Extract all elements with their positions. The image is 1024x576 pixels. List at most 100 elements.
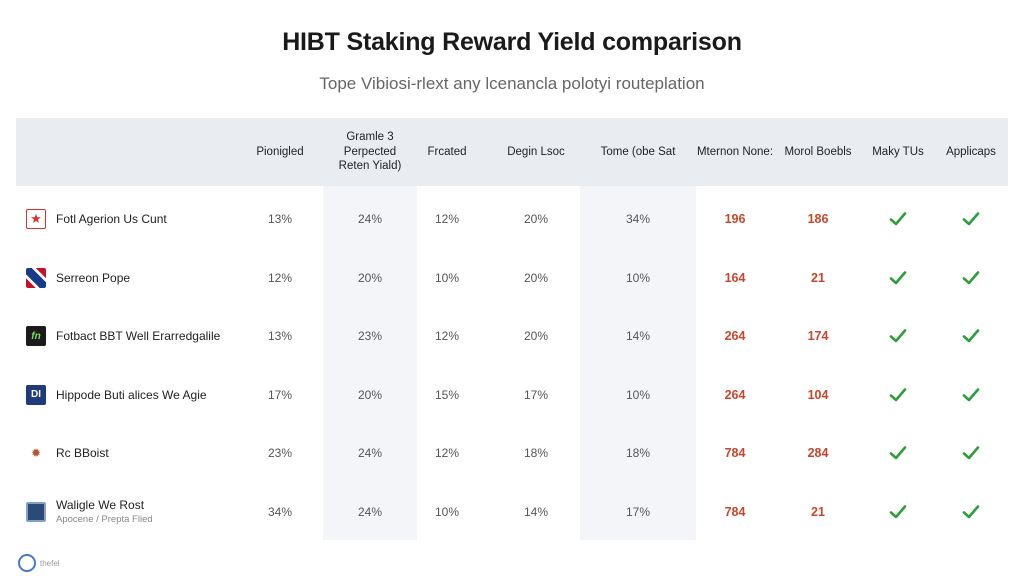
row-yield-value: 23% — [267, 446, 293, 460]
check-icon — [934, 190, 1008, 248]
footer-logo: thefel — [18, 554, 60, 572]
column-header: Frcated — [427, 145, 467, 158]
row-yield-value: 17% — [267, 387, 293, 402]
row-name-group: Rc BBoist — [56, 446, 109, 460]
table-row: ★ Fotl Agerion Us Cunt 13% 24% 12% 20% 34% 196 1… — [16, 190, 1008, 248]
row-count-value: 264 — [724, 387, 746, 402]
table-row: Serreon Pope 12% 20% 10% 20% 10% 164 21 — [16, 249, 1008, 307]
row-name: Fotbact BBT Well Erarredgalile — [56, 329, 221, 343]
row-yield-value: 12% — [434, 446, 460, 460]
row-yield-value: 20% — [523, 329, 549, 343]
column-header: Degin Lsoc — [507, 145, 565, 158]
row-name: Serreon Pope — [56, 270, 131, 285]
row-name: Waligle We Rost — [56, 498, 145, 512]
row-subname: Apocene / Prepta Flied — [56, 514, 153, 525]
row-name: Hippode Buti alices We Agie — [56, 387, 207, 402]
row-yield-value: 20% — [357, 387, 383, 402]
row-yield-value: 34% — [625, 212, 651, 226]
row-count-value: 264 — [724, 329, 746, 343]
row-name-group: Hippode Buti alices We Agie — [56, 388, 207, 402]
flag-logo-icon — [26, 267, 46, 288]
row-yield-value: 14% — [625, 329, 651, 343]
row-name: Rc BBoist — [56, 446, 109, 460]
row-name-cell: Waligle We Rost Apocene / Prepta Flied — [26, 483, 256, 541]
table-row: ✹ Rc BBoist 23% 24% 12% 18% 18% 784 284 — [16, 424, 1008, 482]
row-yield-value: 23% — [357, 329, 383, 343]
row-name-group: Waligle We Rost Apocene / Prepta Flied — [56, 498, 153, 525]
column-header: Tome (obe Sat — [600, 145, 676, 158]
row-count-value: 196 — [724, 212, 746, 226]
table-header-band — [16, 118, 1008, 186]
row-name-cell: fn Fotbact BBT Well Erarredgalile — [26, 307, 256, 365]
row-yield-value: 17% — [523, 387, 549, 402]
row-name-group: Fotbact BBT Well Erarredgalile — [56, 329, 220, 343]
column-header: Pionigled — [256, 145, 304, 158]
row-yield-value: 12% — [434, 212, 460, 226]
column-header: Morol Boebls — [784, 145, 852, 158]
column-header: Gramle 3 Perpected Reten Yiald) — [338, 131, 402, 173]
row-yield-value: 24% — [357, 212, 383, 226]
column-shade — [323, 186, 417, 540]
row-yield-value: 15% — [434, 387, 460, 402]
check-icon — [862, 483, 934, 541]
row-yield-value: 12% — [267, 270, 293, 285]
check-icon — [934, 307, 1008, 365]
check-icon — [862, 307, 934, 365]
chart-title: HIBT Staking Reward Yield comparison — [282, 28, 742, 56]
check-icon — [934, 424, 1008, 482]
fn-logo-icon: fn — [26, 326, 46, 346]
table-row: DI Hippode Buti alices We Agie 17% 20% 15% 17… — [16, 366, 1008, 424]
globe-icon — [18, 554, 36, 572]
row-name-group: Fotl Agerion Us Cunt — [56, 212, 167, 226]
star-logo-icon: ★ — [26, 209, 46, 229]
row-yield-value: 20% — [523, 270, 549, 285]
check-icon — [862, 249, 934, 307]
row-yield-value: 34% — [267, 504, 293, 519]
row-yield-value: 10% — [434, 270, 460, 285]
row-count-value: 164 — [724, 270, 746, 285]
row-count-value: 784 — [724, 446, 746, 460]
row-count-value: 104 — [807, 387, 829, 402]
row-yield-value: 24% — [357, 504, 383, 519]
row-count-value: 186 — [807, 212, 829, 226]
check-icon — [934, 366, 1008, 424]
row-name-cell: Serreon Pope — [26, 249, 256, 307]
row-yield-value: 24% — [357, 446, 383, 460]
check-icon — [934, 483, 1008, 541]
row-yield-value: 20% — [523, 212, 549, 226]
logo-text: DI — [31, 389, 41, 400]
row-count-value: 21 — [811, 270, 825, 285]
row-count-value: 174 — [807, 329, 829, 343]
footer-text: thefel — [40, 558, 60, 568]
row-yield-value: 14% — [523, 504, 549, 519]
row-yield-value: 10% — [625, 387, 651, 402]
column-header: Mternon None: — [696, 145, 774, 158]
row-yield-value: 13% — [267, 329, 293, 343]
check-icon — [934, 249, 1008, 307]
row-yield-value: 13% — [267, 212, 293, 226]
row-yield-value: 17% — [625, 504, 651, 519]
row-yield-value: 20% — [357, 270, 383, 285]
di-logo-icon: DI — [26, 384, 46, 405]
row-name-cell: DI Hippode Buti alices We Agie — [26, 366, 256, 424]
table-row: fn Fotbact BBT Well Erarredgalile 13% 23% 12… — [16, 307, 1008, 365]
column-shade — [580, 186, 696, 540]
row-yield-value: 10% — [434, 504, 460, 519]
table-row: Waligle We Rost Apocene / Prepta Flied 34%… — [16, 483, 1008, 541]
row-count-value: 784 — [724, 504, 746, 519]
row-yield-value: 12% — [434, 329, 460, 343]
badge-logo-icon: ✹ — [30, 446, 42, 460]
check-icon — [862, 366, 934, 424]
row-name-group: Serreon Pope — [56, 271, 130, 285]
chart-subtitle: Tope Vibiosi-rlext any lcenancla polotyi… — [319, 74, 705, 93]
row-yield-value: 10% — [625, 270, 651, 285]
tablet-logo-icon — [26, 501, 46, 522]
logo-text: fn — [31, 330, 41, 342]
row-count-value: 21 — [811, 504, 825, 519]
comparison-table: Pionigled Gramle 3 Perpected Reten Yiald)… — [16, 118, 1008, 540]
check-icon — [862, 190, 934, 248]
row-name-cell: ✹ Rc BBoist — [26, 424, 256, 482]
check-icon — [862, 424, 934, 482]
row-yield-value: 18% — [625, 446, 651, 460]
column-header: Maky TUs — [872, 145, 924, 158]
